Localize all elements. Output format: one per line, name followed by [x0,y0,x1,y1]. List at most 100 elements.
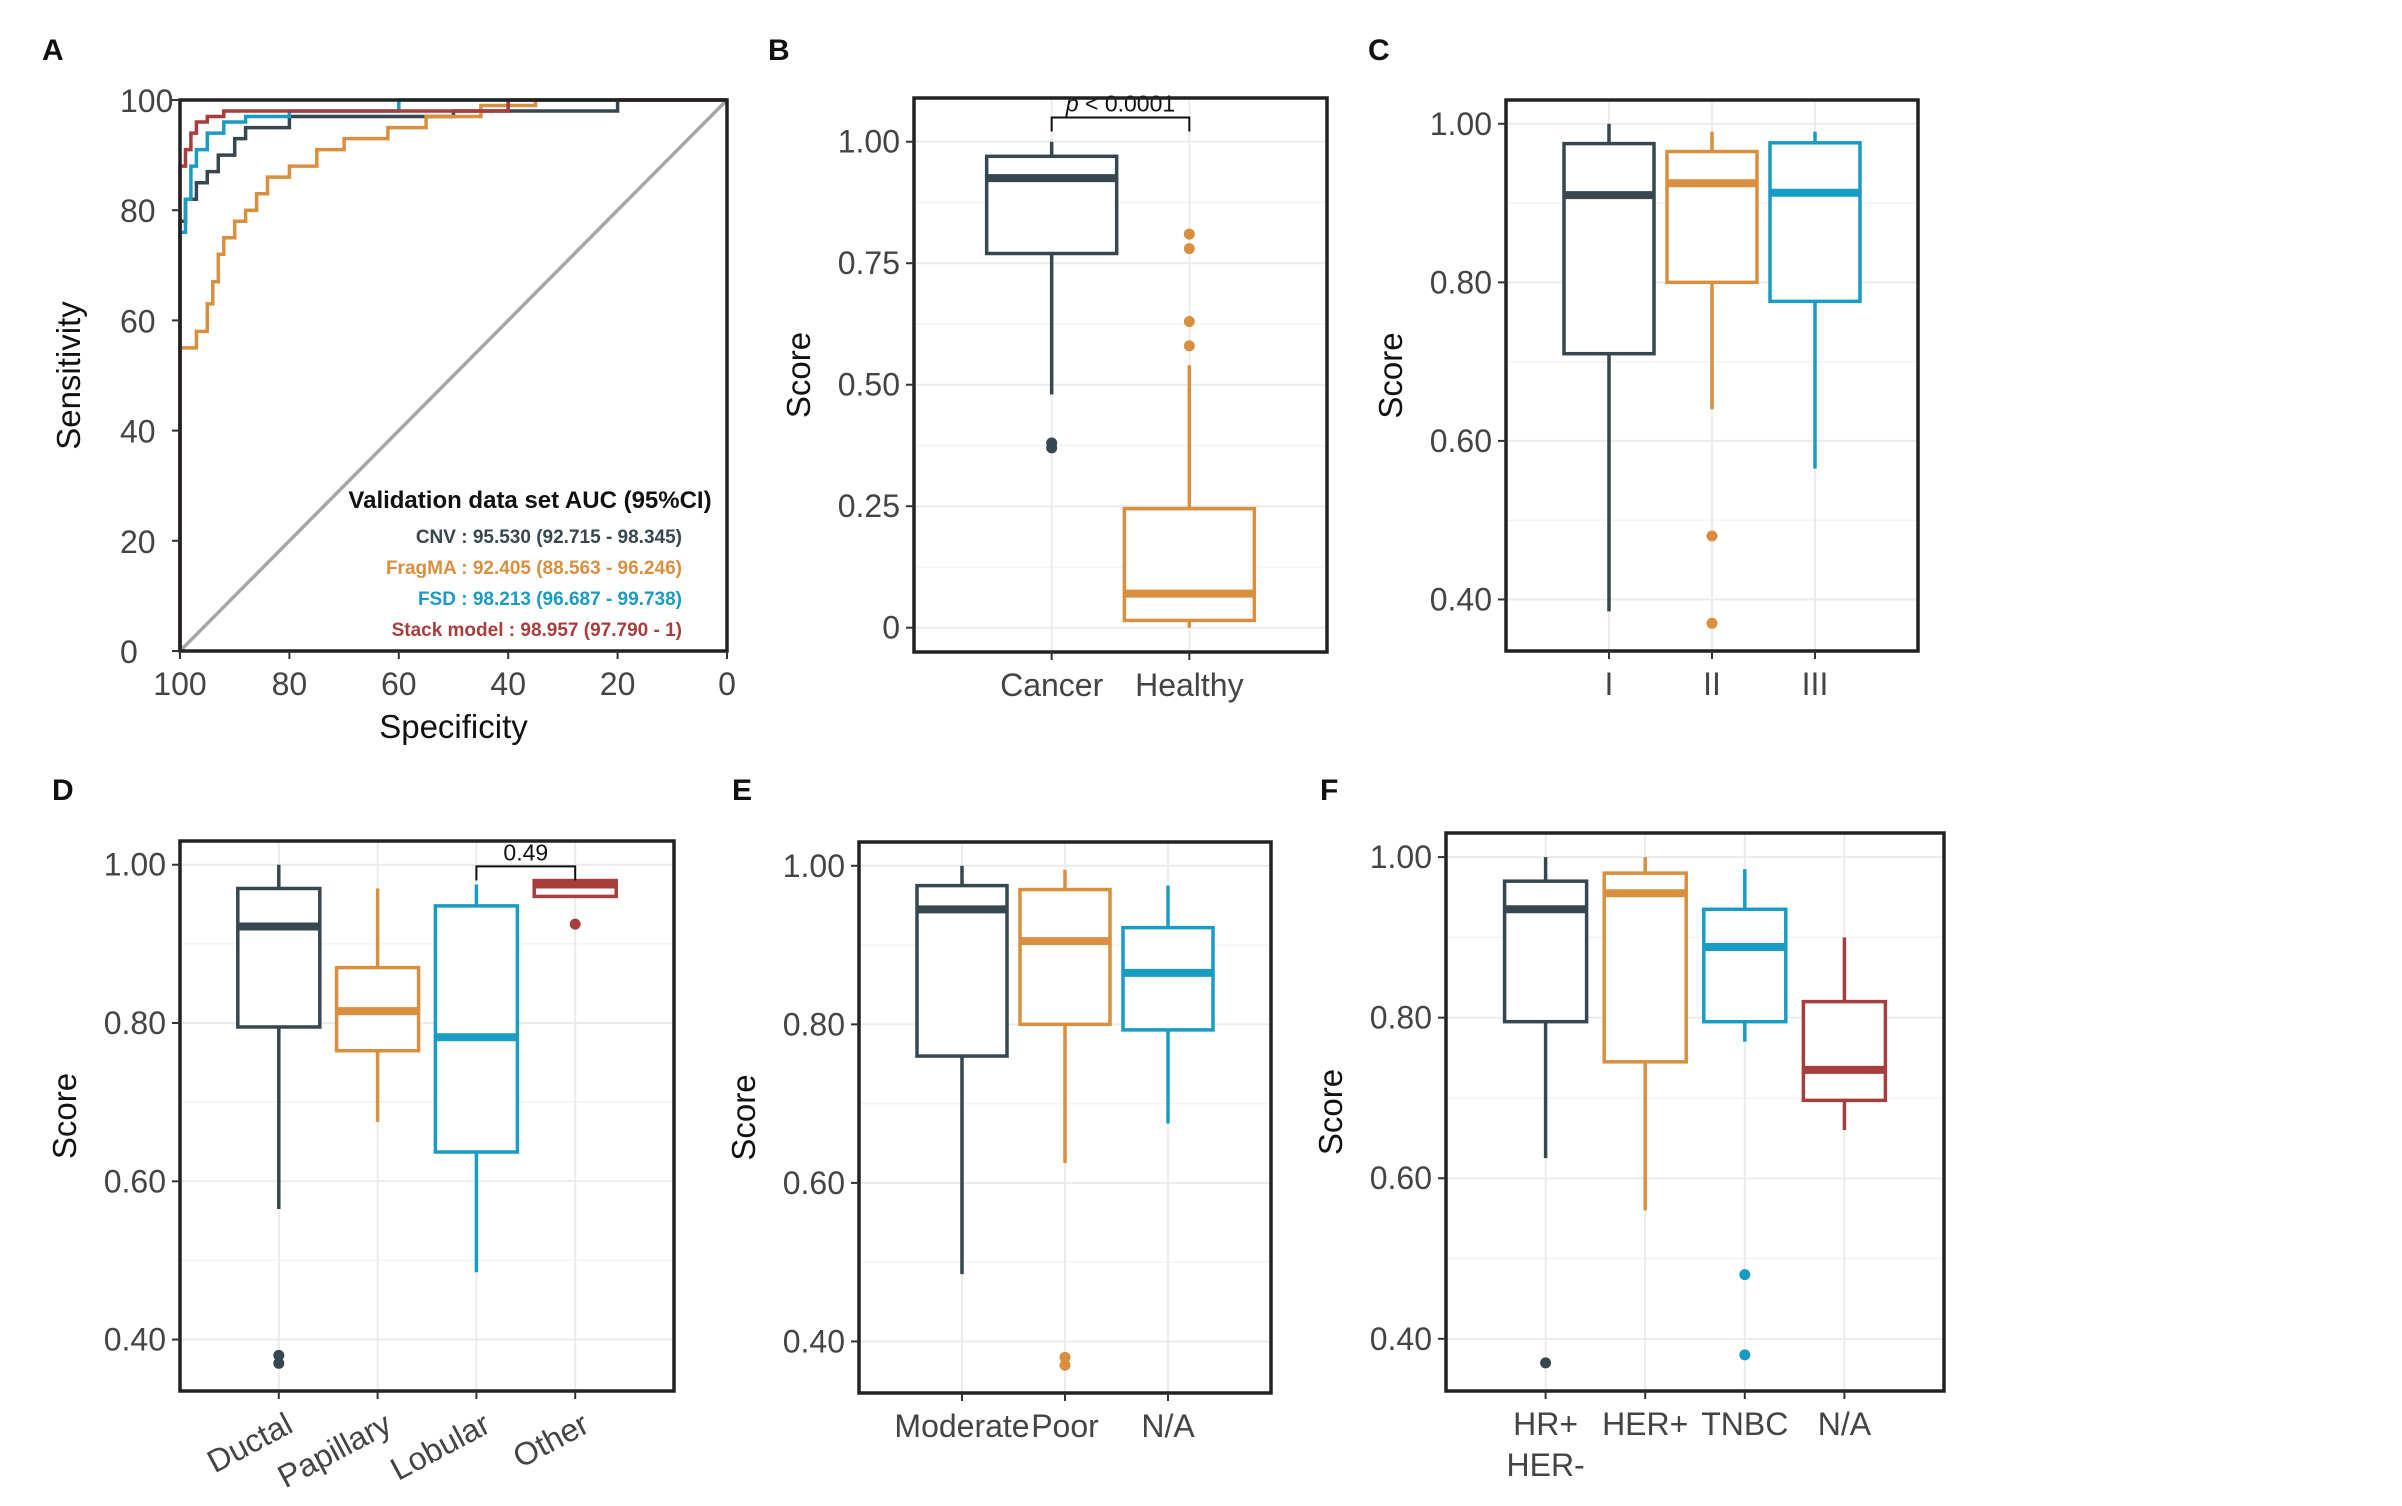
y-axis-title: Score [780,332,817,418]
x-tick-label: Healthy [1135,667,1244,703]
x-tick-label: Moderate [894,1408,1029,1444]
box-iqr [1768,141,1862,304]
y-tick-label: 0 [882,610,900,646]
significance-label: 0.49 [503,839,548,865]
outlier-point [1059,1351,1071,1363]
y-tick-label: 80 [120,193,156,229]
panel-label: E [732,774,752,807]
x-tick-label: Other [507,1405,595,1475]
box-iqr [1702,907,1788,1024]
outlier-point [1739,1349,1751,1361]
box-iqr [1801,999,1888,1103]
x-tick-label: N/A [1141,1408,1195,1444]
y-tick-label: 0.80 [783,1006,845,1042]
outlier-point [1739,1269,1751,1281]
y-axis-title: Score [1312,1069,1349,1155]
p-value: 0.49 [503,839,548,865]
box-iqr [915,883,1009,1058]
x-tick-label: 0 [718,666,736,702]
roc-curve-fragma [178,98,727,651]
box-iqr [1018,887,1112,1027]
legend-title: Validation data set AUC (95%CI) [348,487,711,514]
plot-frame [178,839,676,1393]
y-axis-title: Sensitivity [50,301,87,450]
box-iqr [1562,141,1656,356]
outlier-point [569,918,581,930]
reference-diagonal [178,98,729,653]
y-tick-label: 0.80 [104,1005,166,1041]
outlier-point [273,1357,285,1369]
y-tick-label: 0.60 [1370,1160,1432,1196]
plot-frame [1444,831,1946,1393]
y-tick-label: 0.50 [838,367,900,403]
box-iqr [433,904,520,1154]
panel-label: F [1320,774,1338,807]
y-tick-label: 1.00 [104,847,166,883]
y-tick-label: 20 [120,524,156,560]
box-i [1562,123,1656,612]
box-cancer [984,141,1119,454]
y-tick-label: 1.00 [1370,839,1432,875]
panel-label: A [42,34,64,67]
box-her- [1602,857,1688,1211]
box-iqr [1502,879,1589,1024]
x-tick-label: Poor [1031,1408,1099,1444]
x-tick-label: Lobular [385,1405,496,1487]
outlier-point [1540,1357,1552,1369]
panel-label: D [52,774,74,807]
y-axis-title: Score [725,1074,762,1160]
x-tick-label: HER+ [1602,1406,1688,1442]
box-poor [1018,869,1112,1371]
y-tick-label: 0.60 [104,1163,166,1199]
x-tick-label: N/A [1818,1406,1872,1442]
y-tick-label: 40 [120,414,156,450]
box-n-a [1121,885,1215,1124]
y-tick-label: 1.00 [1430,106,1492,142]
significance-bracket [475,865,577,881]
y-tick-label: 0.40 [783,1323,845,1359]
outlier-point [1183,316,1195,328]
x-tick-label: HR+ HER- [1506,1406,1584,1483]
x-tick-label-line: HER- [1506,1447,1584,1483]
y-axis-title: Score [1372,332,1409,418]
box-moderate [915,865,1009,1275]
box-tnbc [1702,869,1788,1361]
plot-frame [178,98,729,653]
x-tick-label: I [1605,666,1614,702]
y-tick-label: 0.40 [104,1322,166,1358]
outlier-point [1706,617,1718,629]
y-tick-label: 0.80 [1430,264,1492,300]
y-tick-label: 0.60 [1430,423,1492,459]
box-n-a [1801,937,1888,1131]
outlier-point [1059,1359,1071,1371]
box-iqr [1122,506,1257,623]
outlier-point [1183,340,1195,352]
box-ii [1665,131,1759,629]
y-tick-label: 0.75 [838,245,900,281]
x-tick-label: Cancer [1000,667,1104,703]
box-healthy [1122,228,1257,628]
x-tick-label: TNBC [1701,1406,1788,1442]
box-iii [1768,131,1862,469]
outlier-point [273,1349,285,1361]
x-tick-label-line: HR+ [1513,1406,1578,1442]
significance-bracket [1050,116,1191,132]
y-tick-label: 60 [120,303,156,339]
p-symbol: p [1065,90,1079,116]
panel-label: C [1368,34,1390,67]
box-papillary [334,888,421,1122]
y-tick-label: 100 [120,83,173,119]
y-tick-label: 0.80 [1370,1000,1432,1036]
y-tick-label: 1.00 [838,124,900,160]
panel-e: E 0.40 0.60 0.80 1.00 Moderate Poor N/A Score [725,774,1273,1444]
outlier-point [1706,530,1718,542]
y-tick-label: 0.40 [1370,1321,1432,1357]
x-tick-label: 20 [600,666,636,702]
outlier-point [1183,228,1195,240]
box-other [532,878,618,930]
legend-item: Stack model : 98.957 (97.790 - 1) [392,620,682,641]
outlier-point [1046,437,1058,449]
legend-item: FragMA : 92.405 (88.563 - 96.246) [386,558,682,579]
x-tick-label: 40 [490,666,526,702]
legend-item: FSD : 98.213 (96.687 - 99.738) [418,589,682,610]
